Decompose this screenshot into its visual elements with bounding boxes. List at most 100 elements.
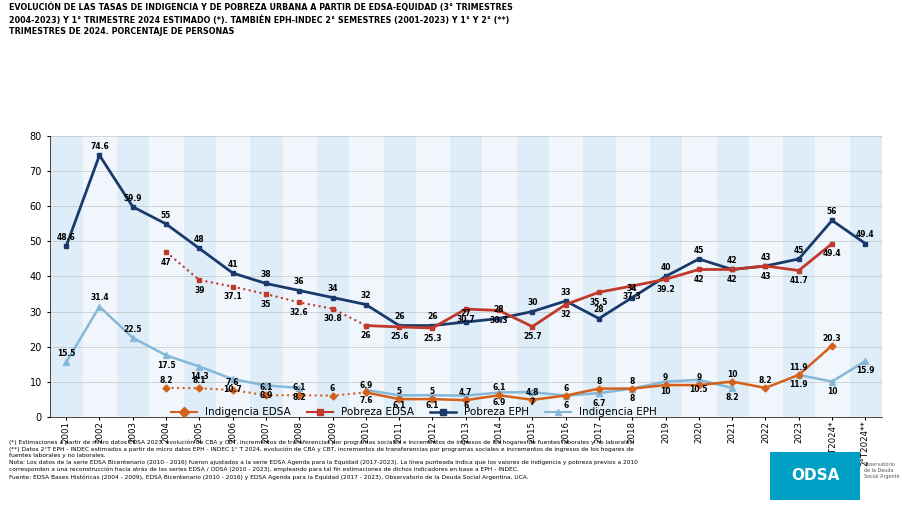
Legend: Indigencia EDSA, Pobreza EDSA, Pobreza EPH, Indigencia EPH: Indigencia EDSA, Pobreza EDSA, Pobreza E… <box>166 403 662 422</box>
Text: 59.9: 59.9 <box>123 193 142 203</box>
Text: 8.2: 8.2 <box>725 393 739 402</box>
Bar <box>416 136 449 417</box>
Text: 37.3: 37.3 <box>623 291 642 300</box>
Text: 10: 10 <box>827 387 837 396</box>
Text: 37.1: 37.1 <box>223 292 242 301</box>
Text: 15.5: 15.5 <box>57 349 76 358</box>
Text: 45: 45 <box>794 246 804 255</box>
Text: 34: 34 <box>328 284 338 293</box>
Text: 31.4: 31.4 <box>90 293 109 302</box>
Text: 28: 28 <box>594 306 604 314</box>
Text: 8: 8 <box>630 394 634 403</box>
Text: 42: 42 <box>727 257 737 265</box>
Bar <box>216 136 249 417</box>
Text: 11.9: 11.9 <box>789 363 808 372</box>
Text: 35: 35 <box>261 299 271 309</box>
Text: 38: 38 <box>261 270 271 279</box>
Text: 27: 27 <box>461 309 471 318</box>
Text: 32.6: 32.6 <box>290 308 309 317</box>
Text: 30.7: 30.7 <box>456 315 475 324</box>
Bar <box>283 136 316 417</box>
Text: 8.2: 8.2 <box>759 376 772 385</box>
Text: 22.5: 22.5 <box>123 325 142 334</box>
Text: 6.1: 6.1 <box>392 401 406 410</box>
Text: 14.3: 14.3 <box>190 372 209 381</box>
Text: 20.3: 20.3 <box>823 334 842 343</box>
Text: 8.1: 8.1 <box>193 376 206 385</box>
Text: 33: 33 <box>561 288 571 297</box>
Text: 41.7: 41.7 <box>789 276 808 285</box>
Text: 8: 8 <box>597 377 601 386</box>
Text: 32: 32 <box>561 310 571 319</box>
Text: 48: 48 <box>194 235 204 244</box>
Text: 26: 26 <box>394 313 404 321</box>
Text: 55: 55 <box>161 211 171 220</box>
Text: 25.7: 25.7 <box>523 332 542 341</box>
Text: 39.2: 39.2 <box>656 285 675 294</box>
Text: Observatorio
de la Deuda
Social Argentina: Observatorio de la Deuda Social Argentin… <box>864 462 900 479</box>
Text: 26: 26 <box>428 313 437 321</box>
Text: 30: 30 <box>527 298 537 308</box>
Text: 6: 6 <box>330 384 335 393</box>
Text: 43: 43 <box>760 272 770 281</box>
Text: 5: 5 <box>397 387 401 396</box>
Text: 17.5: 17.5 <box>157 361 176 370</box>
Text: 49.4: 49.4 <box>823 249 842 258</box>
Text: 25.6: 25.6 <box>390 332 409 341</box>
Bar <box>482 136 516 417</box>
Bar <box>549 136 582 417</box>
Text: 56: 56 <box>827 207 837 216</box>
Text: 9: 9 <box>697 373 701 382</box>
Text: 26: 26 <box>361 331 371 340</box>
Text: 10.7: 10.7 <box>223 385 242 394</box>
Text: ODSA: ODSA <box>791 468 840 482</box>
Text: 4.8: 4.8 <box>526 388 539 397</box>
Text: (*) Estimaciones a partir de micro datos EDSA 2023, evolución de CBA y CBT, incr: (*) Estimaciones a partir de micro datos… <box>9 439 638 480</box>
Bar <box>83 136 116 417</box>
Text: 34: 34 <box>627 284 637 293</box>
Text: 7.6: 7.6 <box>226 378 239 387</box>
Text: 6.9: 6.9 <box>492 398 506 407</box>
Text: 6.1: 6.1 <box>292 383 306 392</box>
Text: 49.4: 49.4 <box>856 230 875 239</box>
Text: 11.9: 11.9 <box>789 380 808 389</box>
Text: 5: 5 <box>430 387 435 396</box>
Text: 7: 7 <box>530 397 535 407</box>
Text: 6: 6 <box>464 401 468 410</box>
Bar <box>149 136 183 417</box>
Text: 6.7: 6.7 <box>592 399 606 408</box>
Text: 8.2: 8.2 <box>159 376 173 385</box>
Text: 45: 45 <box>694 246 704 255</box>
Bar <box>682 136 716 417</box>
Text: 42: 42 <box>694 275 704 284</box>
Text: 43: 43 <box>760 253 770 262</box>
Text: 6.1: 6.1 <box>426 401 439 410</box>
Bar <box>616 136 649 417</box>
Bar <box>349 136 382 417</box>
Text: 30.8: 30.8 <box>323 314 342 323</box>
Text: 41: 41 <box>228 260 238 269</box>
Text: 6: 6 <box>563 401 568 410</box>
Text: 35.5: 35.5 <box>590 298 608 307</box>
Text: 8.2: 8.2 <box>292 393 306 402</box>
Text: 8: 8 <box>630 377 634 386</box>
Text: 8.9: 8.9 <box>259 391 273 400</box>
Text: 4.7: 4.7 <box>459 388 472 397</box>
Text: 28: 28 <box>494 306 504 314</box>
Text: 6.9: 6.9 <box>359 381 373 390</box>
Bar <box>749 136 782 417</box>
Text: 7.6: 7.6 <box>359 395 373 405</box>
Text: 9: 9 <box>663 373 668 382</box>
Text: 6.1: 6.1 <box>492 383 506 392</box>
Text: 48.6: 48.6 <box>57 233 76 242</box>
Text: 15.9: 15.9 <box>856 367 875 376</box>
Text: 47: 47 <box>161 258 171 267</box>
Text: 10: 10 <box>727 370 737 379</box>
Text: 36: 36 <box>294 277 304 286</box>
Text: 40: 40 <box>661 263 670 272</box>
Text: 10.5: 10.5 <box>689 385 708 394</box>
Text: 6: 6 <box>563 384 568 393</box>
Text: 6.1: 6.1 <box>259 383 273 392</box>
Text: 74.6: 74.6 <box>90 142 109 151</box>
Text: 39: 39 <box>194 285 204 294</box>
